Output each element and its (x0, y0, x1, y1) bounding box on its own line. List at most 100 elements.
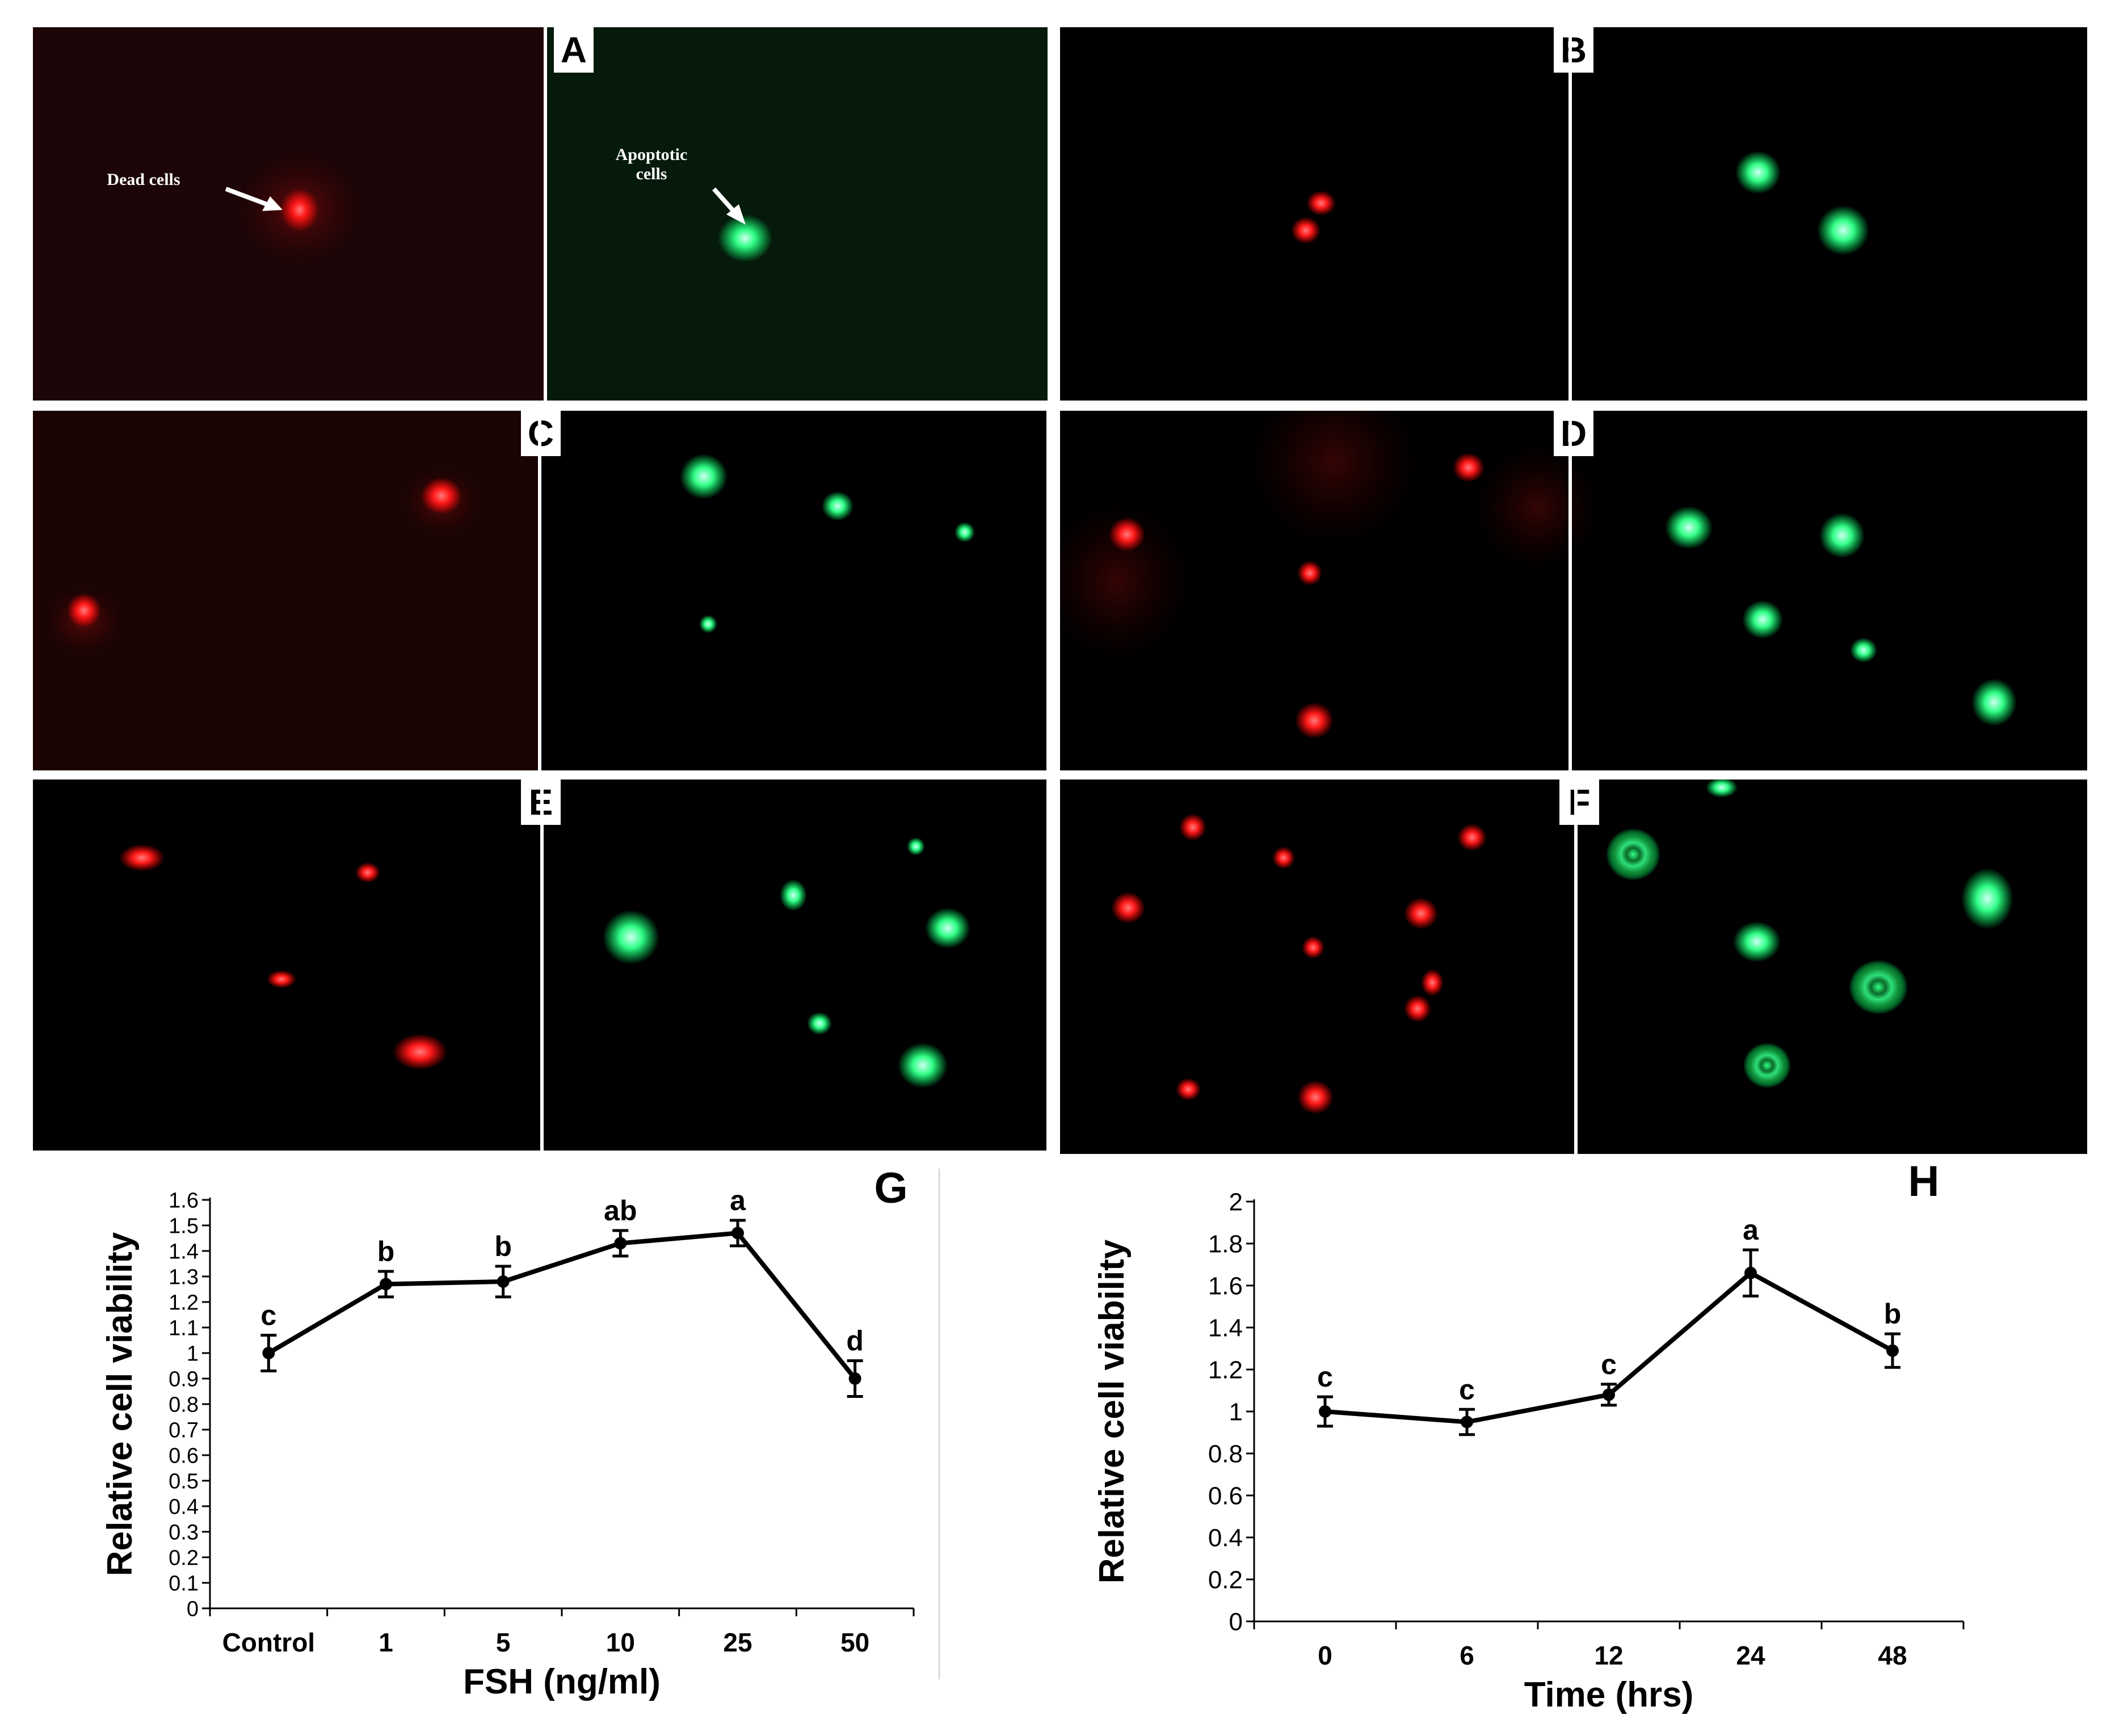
panel-c-divider (538, 411, 541, 770)
y-tick-label: 1.8 (1208, 1230, 1243, 1258)
y-tick-label: 0.2 (1208, 1566, 1243, 1594)
x-tick-label: 12 (1594, 1641, 1623, 1670)
panel-f-image (1111, 779, 2013, 1114)
panel-a-image (33, 27, 1048, 401)
x-tick-label: 1 (379, 1628, 393, 1657)
y-tick-label: 0 (187, 1597, 199, 1621)
y-tick-label: 1 (1229, 1398, 1243, 1426)
x-tick-label: 5 (496, 1628, 511, 1657)
apoptotic-cell (718, 214, 772, 262)
apoptotic-cell (780, 879, 807, 911)
significance-label: a (730, 1185, 746, 1216)
y-axis-title: Relative cell viability (1092, 1239, 1132, 1583)
apoptotic-cell (603, 910, 659, 964)
data-point (731, 1227, 744, 1240)
dead-cell (1179, 814, 1206, 841)
significance-label: b (1884, 1298, 1902, 1330)
apoptotic-cell (822, 491, 853, 521)
panel-label-d: D (1554, 411, 1593, 456)
dead-cell (1295, 702, 1334, 739)
apoptotic-cell (1606, 828, 1660, 880)
panel-f-divider (1574, 779, 1578, 1154)
dead-cell (1176, 1078, 1201, 1101)
significance-label: b (494, 1231, 512, 1262)
y-axis-title: Relative cell viability (100, 1232, 140, 1576)
data-point (497, 1275, 510, 1288)
y-tick-label: 0.3 (169, 1520, 199, 1544)
y-tick-label: 1.2 (1208, 1356, 1243, 1384)
data-point (1461, 1415, 1473, 1429)
apoptotic-cell (1819, 513, 1865, 558)
y-tick-label: 1.5 (169, 1214, 199, 1238)
dead-cell (1457, 824, 1487, 851)
dead-cell (1291, 217, 1321, 244)
apoptotic-cell (898, 1043, 948, 1088)
apoptotic-cell (1850, 638, 1877, 663)
panel-e-divider (540, 779, 544, 1151)
apoptotic-cell (1961, 868, 2013, 929)
y-tick-label: 0.1 (169, 1571, 199, 1595)
y-tick-label: 1 (187, 1342, 199, 1366)
dead-cell (393, 1034, 447, 1070)
y-tick-label: 0.6 (169, 1444, 199, 1468)
significance-label: c (260, 1300, 276, 1332)
dead-cell (1421, 969, 1444, 996)
x-tick-label: 48 (1878, 1641, 1907, 1670)
x-axis-title: FSH (ng/ml) (463, 1662, 661, 1701)
dead-cells-label: Dead cells (107, 170, 180, 189)
data-point (380, 1278, 392, 1291)
data-point (1319, 1405, 1331, 1418)
dead-cell (1111, 892, 1145, 924)
panel-label-a: A (554, 27, 594, 73)
panel-d-divider (1568, 411, 1572, 770)
y-tick-label: 0.7 (169, 1418, 199, 1442)
dead-cell (1404, 898, 1438, 929)
significance-label: c (1601, 1349, 1617, 1380)
apoptotic-cell (925, 908, 970, 949)
dead-cell (67, 593, 101, 627)
micrograph-panel-a: Dead cells Apoptotic cells A (33, 27, 1048, 401)
chart-h: 0 0.2 0.4 0.6 0.8 1 1.2 1.4 1.6 1.8 2 0 6 12 24 48 c c c a b… (1092, 1157, 1965, 1714)
panel-e-image (119, 837, 970, 1088)
micrograph-panel-c: C (33, 411, 1046, 770)
y-tick-label: 1.1 (169, 1316, 199, 1340)
y-tick-label: 0.8 (169, 1393, 199, 1417)
dead-cell (1272, 846, 1295, 869)
apoptotic-cell (1735, 151, 1781, 194)
apoptotic-cell (680, 454, 728, 499)
dead-cell (421, 478, 462, 514)
micrograph-panel-b: B (1060, 27, 2087, 401)
y-tick-label: 0.5 (169, 1469, 199, 1493)
dead-cell (1297, 561, 1322, 585)
dead-cell (280, 188, 319, 231)
panel-label: G (874, 1164, 907, 1212)
micrograph-panel-f: F (1060, 779, 2087, 1154)
series-line (267, 1231, 857, 1380)
dead-cell (355, 862, 380, 883)
y-tick-label: 1.3 (169, 1265, 199, 1289)
apoptotic-label-line2: cells (636, 165, 667, 183)
x-tick-label: 0 (1318, 1641, 1332, 1670)
panel-a-divider (544, 27, 547, 401)
panel-label-b: B (1554, 27, 1593, 73)
data-point (1744, 1266, 1757, 1279)
data-point (262, 1347, 275, 1359)
x-tick-label: 50 (840, 1628, 869, 1657)
panel-c-image (33, 411, 975, 770)
y-tick-label: 0.2 (169, 1546, 199, 1570)
significance-label: b (377, 1236, 395, 1267)
y-tick-label: 0 (1229, 1608, 1243, 1636)
significance-label: d (846, 1325, 864, 1357)
x-tick-label: 6 (1460, 1641, 1474, 1670)
data-point (1886, 1344, 1899, 1357)
apoptotic-cell (1849, 960, 1908, 1014)
x-tick-label: 25 (723, 1628, 752, 1657)
panel-b-image (1291, 151, 1869, 255)
apoptotic-cell (699, 615, 717, 633)
significance-label: c (1459, 1373, 1475, 1405)
y-tick-label: 0.4 (169, 1495, 199, 1519)
apoptotic-cell (1742, 600, 1783, 639)
y-tick-label: 1.4 (169, 1240, 199, 1263)
dead-cell (267, 970, 296, 988)
dead-cell (1297, 1080, 1334, 1114)
